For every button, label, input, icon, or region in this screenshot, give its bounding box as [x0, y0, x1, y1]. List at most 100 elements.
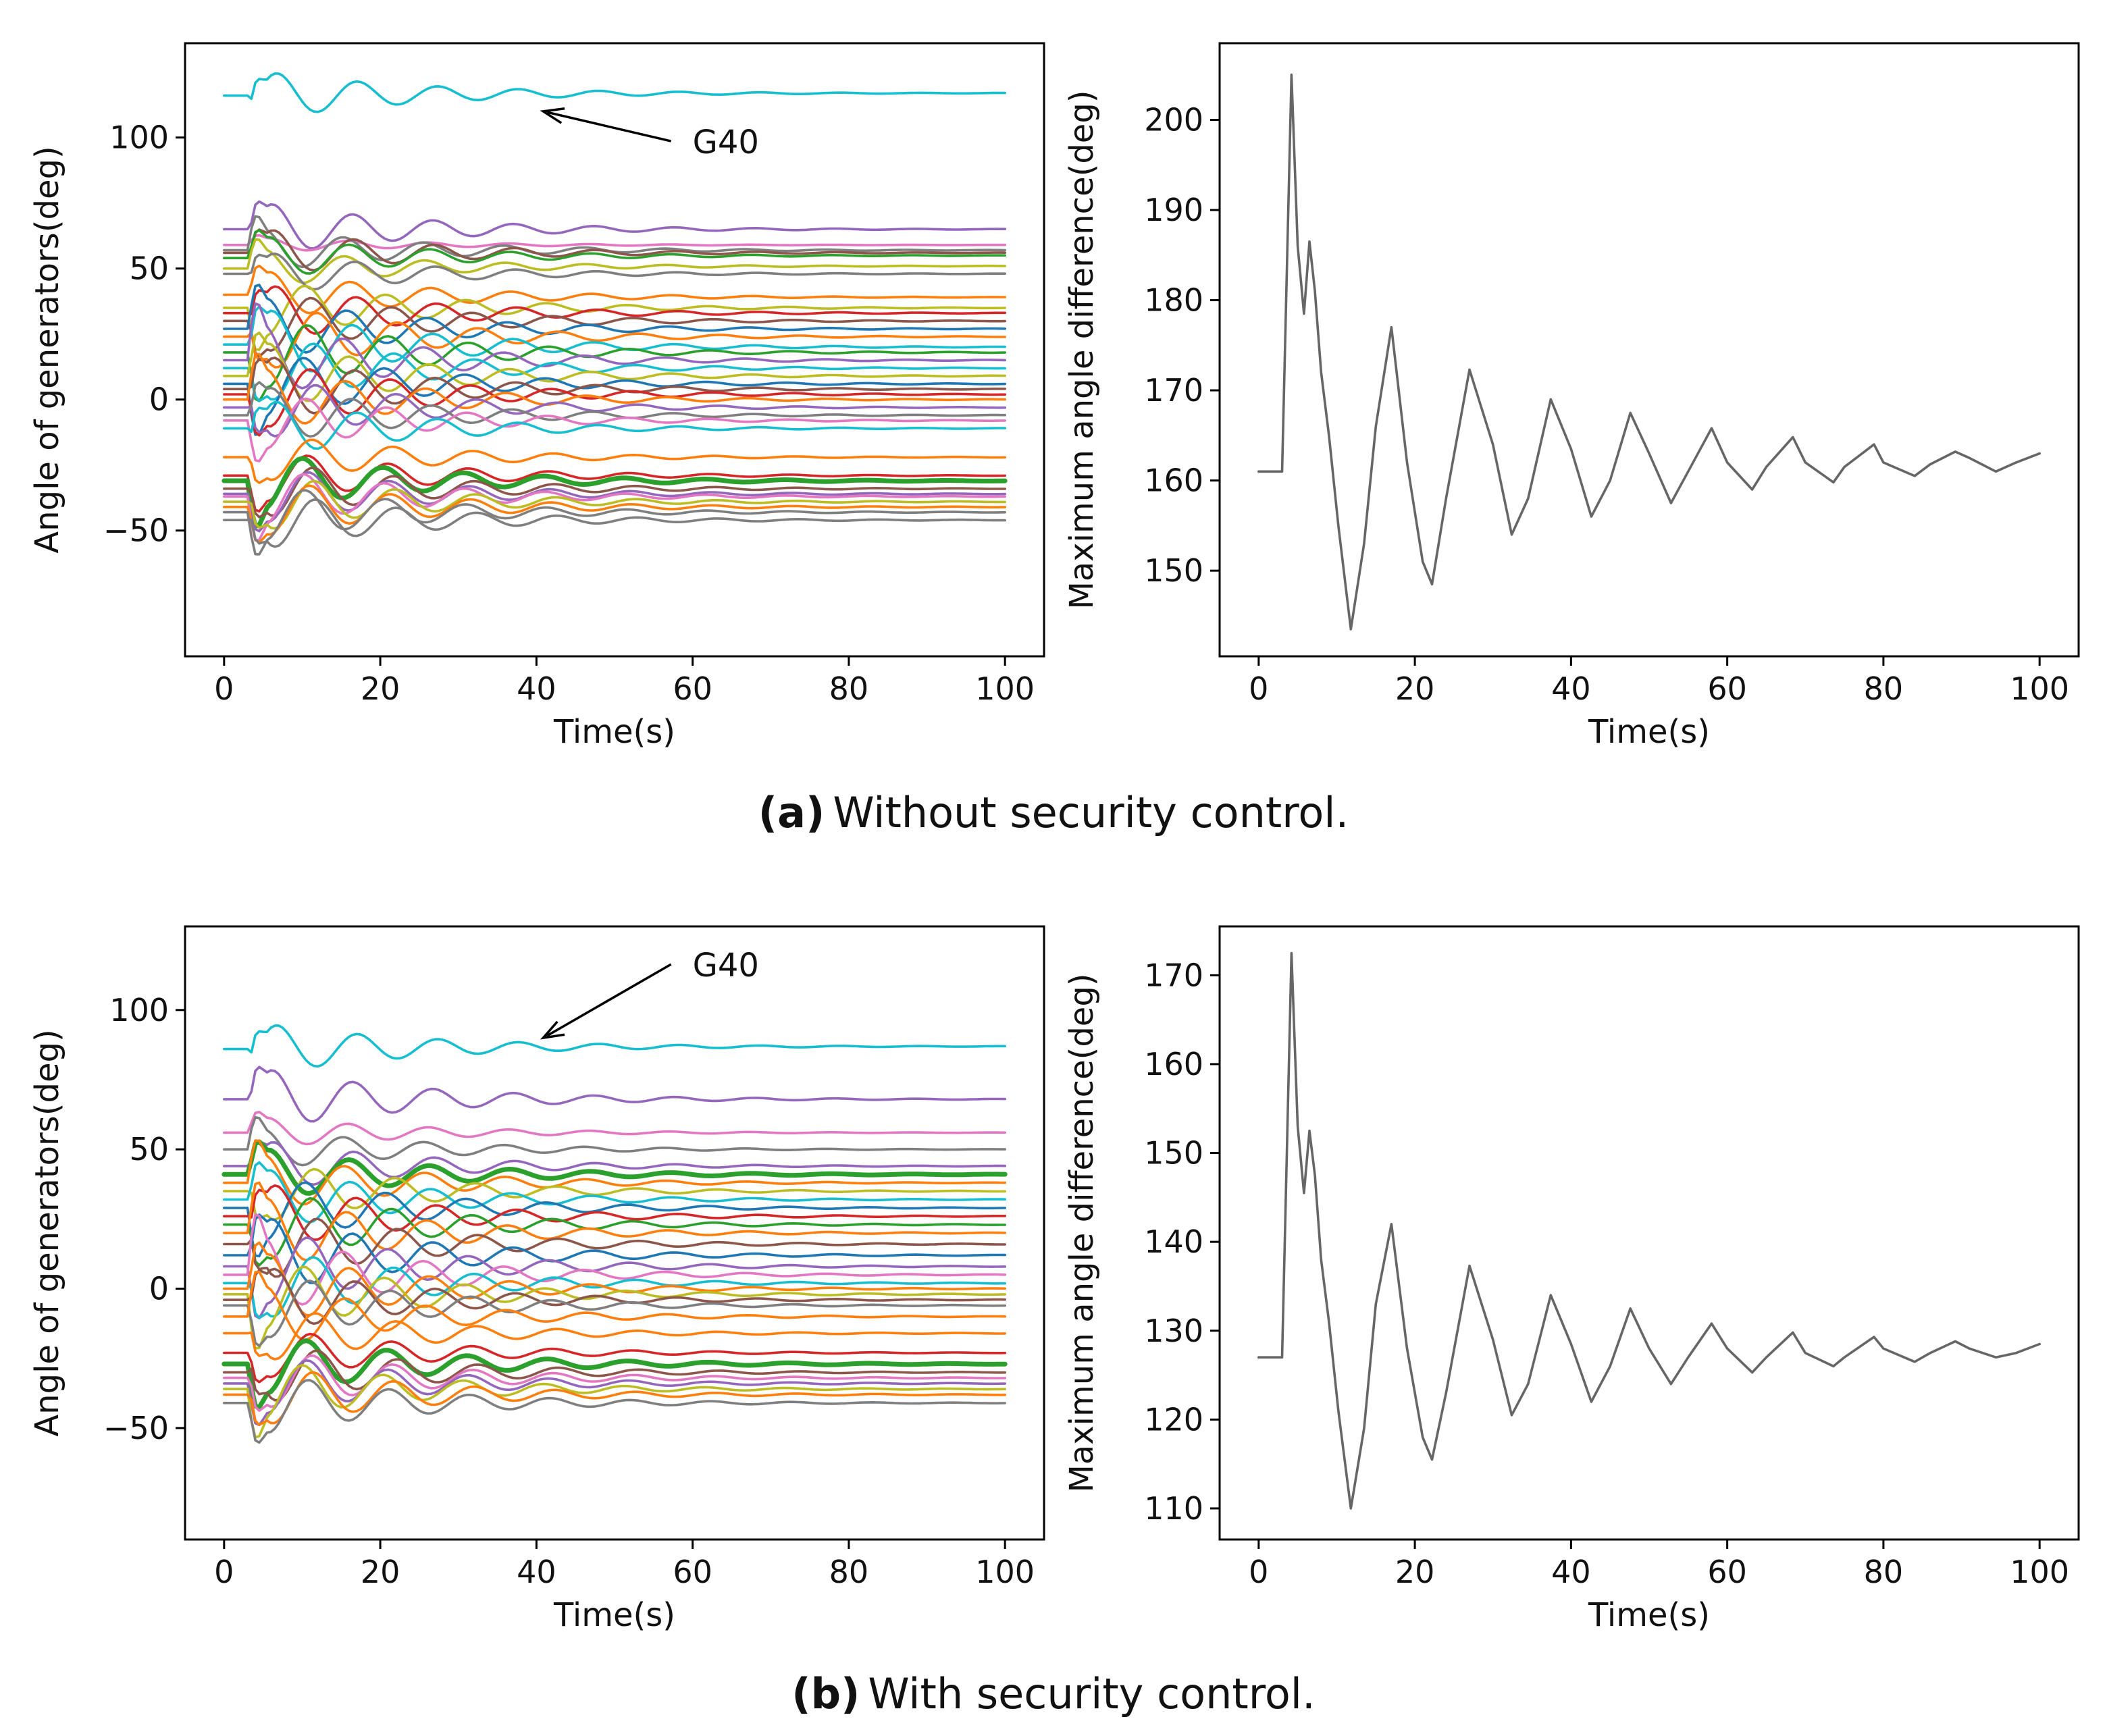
- y-tick-label: −50: [103, 512, 169, 549]
- caption-a: (a) Without security control.: [758, 788, 1349, 837]
- x-tick-label: 60: [1707, 670, 1747, 707]
- x-tick-label: 20: [361, 1554, 400, 1590]
- y-tick-label: 50: [129, 251, 169, 287]
- x-tick-label: 80: [829, 1554, 869, 1590]
- x-tick-label: 20: [1395, 1554, 1435, 1590]
- series-line-28: [223, 1354, 1006, 1412]
- series-line-23: [223, 1270, 1006, 1342]
- plot-area: [1257, 951, 2041, 1510]
- series-line-20: [223, 357, 1006, 436]
- series-line-6: [222, 1139, 1008, 1196]
- x-axis-label: Time(s): [1588, 713, 1710, 751]
- x-tick-label: 20: [361, 670, 400, 707]
- x-tick-label: 40: [517, 1554, 556, 1590]
- x-tick-label: 60: [673, 670, 712, 707]
- y-tick-label: 100: [109, 992, 169, 1028]
- series-line-24: [223, 1312, 1006, 1361]
- x-tick-label: 60: [1707, 1554, 1747, 1590]
- annotation-label: G40: [693, 124, 759, 161]
- annotation-label: G40: [693, 947, 759, 984]
- series-line-7: [223, 238, 1006, 284]
- x-tick-label: 40: [517, 670, 556, 707]
- y-axis-label: Angle of generators(deg): [28, 146, 66, 553]
- series-line-1: [1257, 73, 2041, 631]
- y-tick-label: 0: [149, 1271, 169, 1307]
- y-tick-label: 170: [1144, 957, 1203, 993]
- series-line-35: [223, 484, 1006, 544]
- x-tick-label: 40: [1551, 670, 1591, 707]
- series-line-27: [223, 1349, 1006, 1402]
- caption-b: (b) With security control.: [791, 1669, 1315, 1718]
- y-tick-label: 150: [1144, 552, 1203, 589]
- series-line-29: [223, 1359, 1006, 1427]
- series-line-31: [223, 1371, 1006, 1426]
- series-line-23: [223, 352, 1006, 425]
- x-tick-label: 0: [1249, 670, 1268, 707]
- x-axis-label: Time(s): [553, 1596, 675, 1634]
- y-axis-label: Angle of generators(deg): [28, 1029, 66, 1436]
- x-tick-label: 80: [1864, 670, 1904, 707]
- y-tick-label: 100: [109, 120, 169, 156]
- series-line-9: [223, 1161, 1006, 1224]
- x-tick-label: 100: [975, 670, 1035, 707]
- plot-area: [222, 72, 1008, 556]
- series-line-26: [223, 397, 1006, 463]
- series-line-19: [223, 1241, 1006, 1317]
- y-tick-label: 110: [1144, 1490, 1203, 1527]
- series-line-5: [223, 1140, 1006, 1186]
- series-line-14: [223, 311, 1006, 369]
- series-line-25: [223, 1332, 1006, 1384]
- series-line-2: [223, 200, 1006, 250]
- x-tick-label: 80: [1864, 1554, 1904, 1590]
- x-tick-label: 0: [214, 670, 234, 707]
- series-line-36: [223, 489, 1006, 556]
- series-line-13: [223, 1181, 1006, 1261]
- panel-b-right-chart: 0 20 40 60 80 100 110 120 130 140 150 160 170 Time(s)…: [1063, 925, 2080, 1634]
- series-line-26: [222, 1338, 1008, 1410]
- x-axis-label: Time(s): [553, 713, 675, 751]
- series-line-1: [223, 72, 1006, 113]
- plot-area: [222, 1024, 1008, 1444]
- plot-area: [1257, 73, 2041, 631]
- series-line-4: [223, 1116, 1006, 1167]
- y-tick-label: 120: [1144, 1401, 1203, 1438]
- series-line-21: [223, 357, 1006, 415]
- y-tick-label: 190: [1144, 192, 1203, 228]
- y-tick-label: 160: [1144, 1046, 1203, 1082]
- series-line-8: [223, 1167, 1006, 1221]
- series-line-1: [223, 1024, 1006, 1068]
- annotation-arrowhead: [540, 1020, 565, 1040]
- series-line-31: [223, 467, 1006, 519]
- series-line-22: [223, 1280, 1006, 1348]
- axes-frame: [1218, 42, 2080, 658]
- x-axis-label: Time(s): [1588, 1596, 1710, 1634]
- y-tick-label: 150: [1144, 1135, 1203, 1172]
- caption-b-text: With security control.: [868, 1669, 1315, 1718]
- series-line-5: [223, 228, 1006, 271]
- y-tick-label: 130: [1144, 1313, 1203, 1349]
- axes-frame: [184, 925, 1045, 1541]
- series-line-12: [223, 296, 1006, 358]
- axes-frame: [184, 42, 1045, 658]
- y-tick-label: 0: [149, 382, 169, 418]
- series-line-25: [223, 381, 1006, 438]
- y-tick-label: −50: [103, 1410, 169, 1446]
- y-tick-label: 200: [1144, 102, 1203, 138]
- series-line-14: [223, 1217, 1006, 1278]
- y-axis-label: Maximum angle difference(deg): [1063, 973, 1101, 1492]
- x-tick-label: 100: [2010, 670, 2069, 707]
- series-line-3: [223, 1111, 1006, 1146]
- series-line-8: [223, 252, 1006, 291]
- series-line-2: [223, 1066, 1006, 1123]
- series-line-28: [223, 438, 1006, 484]
- annotation-arrow: [546, 111, 672, 142]
- series-line-17: [223, 302, 1006, 390]
- series-line-34: [223, 479, 1006, 530]
- series-line-6: [223, 229, 1006, 275]
- series-line-7: [223, 1139, 1006, 1206]
- caption-a-letter: (a): [758, 788, 825, 837]
- series-line-13: [223, 284, 1006, 354]
- series-line-30: [223, 1364, 1006, 1439]
- annotation-arrow: [546, 963, 672, 1037]
